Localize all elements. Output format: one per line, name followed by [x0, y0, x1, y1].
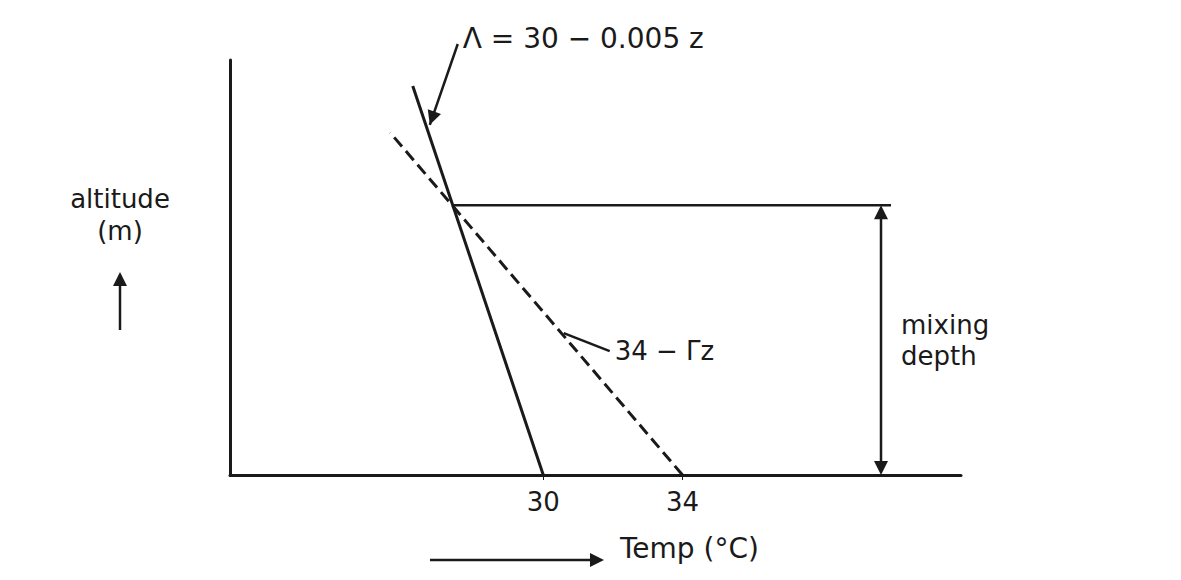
svg-text:Λ = 30 − 0.005 z: Λ = 30 − 0.005 z	[463, 22, 704, 55]
svg-text:depth: depth	[901, 341, 977, 371]
svg-text:mixing: mixing	[901, 310, 989, 340]
svg-text:(m): (m)	[97, 216, 143, 246]
svg-text:34 − Γz: 34 − Γz	[615, 336, 715, 366]
svg-text:30: 30	[527, 487, 560, 517]
svg-text:34: 34	[666, 487, 699, 517]
svg-text:Temp (°C): Temp (°C)	[619, 532, 759, 565]
svg-text:altitude: altitude	[70, 184, 170, 214]
